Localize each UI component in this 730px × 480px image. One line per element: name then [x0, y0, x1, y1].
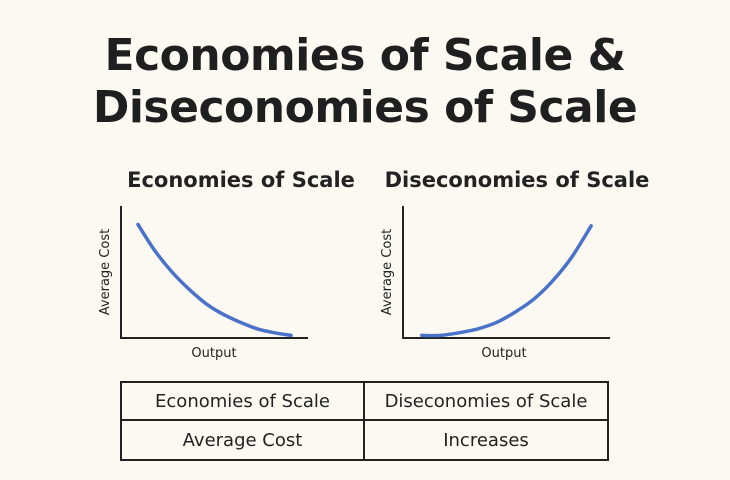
economies-y-axis-label: Average Cost — [98, 229, 113, 315]
table-cell: Increases — [443, 429, 529, 451]
table-cell: Economies of Scale — [122, 383, 365, 421]
diseconomies-y-axis-label: Average Cost — [380, 229, 395, 315]
table-cell: Diseconomies of Scale — [365, 383, 607, 421]
title-line-1: Economies of Scale & — [104, 30, 626, 81]
title-line-2: Diseconomies of Scale — [92, 82, 638, 133]
economies-cost-curve — [136, 222, 293, 338]
left-chart-title: Economies of Scale — [127, 168, 355, 192]
diseconomies-cost-curve — [420, 224, 593, 338]
diseconomies-x-axis-label: Output — [481, 346, 526, 361]
economies-axes — [120, 206, 308, 339]
right-chart-title: Diseconomies of Scale — [384, 168, 650, 192]
economies-chart: Average Cost Output — [98, 206, 308, 361]
summary-table: Economies of Scale Diseconomies of Scale… — [120, 381, 609, 461]
diseconomies-chart: Average Cost Output — [380, 206, 610, 361]
table-cell: Average Cost — [122, 421, 365, 459]
economies-x-axis-label: Output — [191, 346, 236, 361]
page-title: Economies of Scale & Diseconomies of Sca… — [0, 30, 730, 134]
diseconomies-axes — [402, 206, 610, 339]
